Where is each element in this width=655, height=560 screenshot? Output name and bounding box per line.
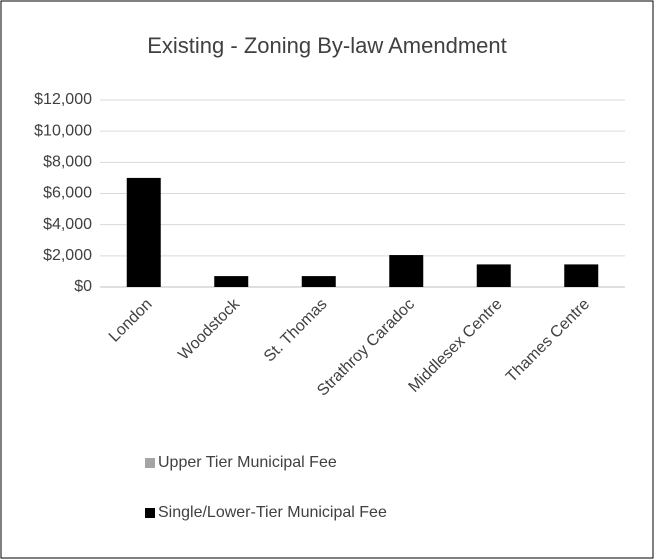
legend-swatch bbox=[145, 458, 155, 468]
bar bbox=[126, 177, 161, 287]
bar bbox=[389, 255, 424, 287]
bar bbox=[214, 276, 249, 287]
bar bbox=[301, 276, 336, 287]
y-tick-label: $12,000 bbox=[34, 91, 92, 108]
y-tick-label: $10,000 bbox=[34, 122, 92, 139]
chart-title: Existing - Zoning By-law Amendment bbox=[147, 33, 507, 58]
legend-label: Upper Tier Municipal Fee bbox=[158, 454, 337, 471]
y-tick-label: $0 bbox=[74, 278, 92, 295]
y-tick-label: $8,000 bbox=[43, 154, 92, 171]
bar bbox=[476, 264, 511, 287]
legend-swatch bbox=[145, 508, 155, 518]
y-tick-label: $2,000 bbox=[43, 247, 92, 264]
y-tick-label: $6,000 bbox=[43, 185, 92, 202]
legend-label: Single/Lower-Tier Municipal Fee bbox=[158, 504, 387, 521]
y-tick-label: $4,000 bbox=[43, 216, 92, 233]
bar bbox=[564, 264, 599, 287]
